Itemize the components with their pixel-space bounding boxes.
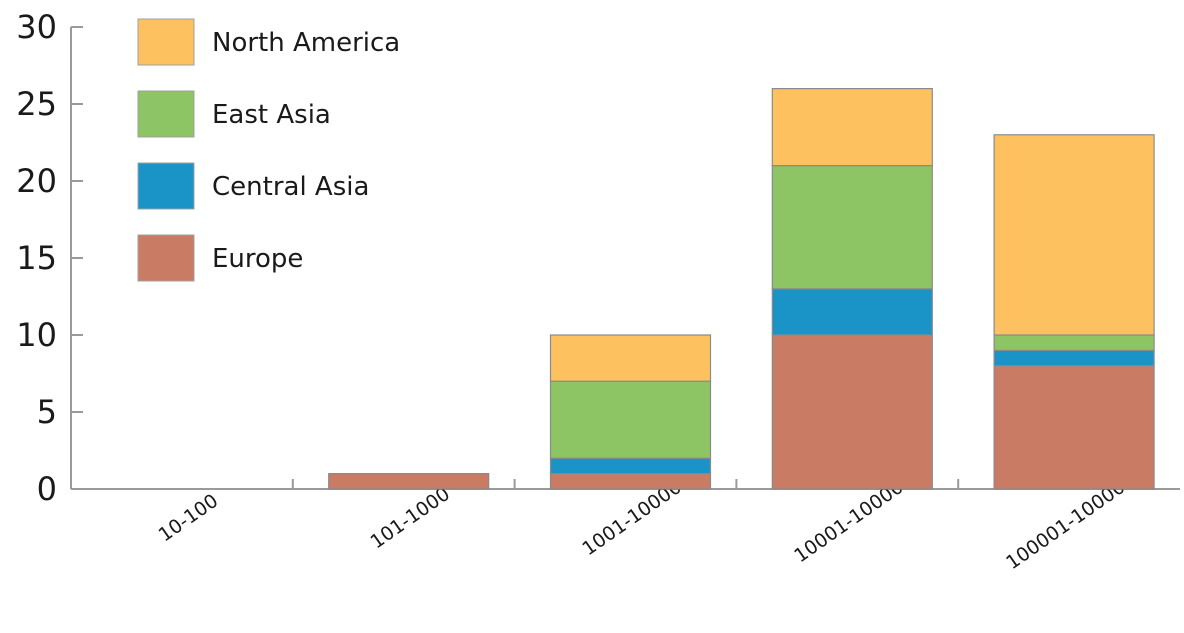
legend-label: Europe <box>212 244 303 274</box>
y-tick-label: 0 <box>37 470 57 508</box>
legend-swatch <box>137 234 195 282</box>
x-category-label: 101-1000 <box>366 483 454 553</box>
bar-segment-central-asia <box>993 349 1155 367</box>
legend-swatch <box>137 162 195 210</box>
y-axis: 0 5 10 15 20 25 30 <box>16 8 83 508</box>
bar-segment-central-asia <box>771 288 933 336</box>
bar-segment-east-asia <box>771 165 933 290</box>
legend: North America East Asia Central Asia Europe <box>137 18 400 282</box>
legend-swatch <box>137 18 195 66</box>
y-tick-label: 5 <box>37 393 57 431</box>
bar-segment-europe <box>549 473 712 490</box>
bar-segment-europe <box>771 334 933 490</box>
y-tick-label: 30 <box>16 8 57 46</box>
x-category-label: 10-100 <box>155 490 223 547</box>
y-tick-label: 15 <box>16 239 57 277</box>
bar-segment-east-asia <box>549 380 712 459</box>
legend-label: North America <box>212 28 400 58</box>
bar-segment-north-america <box>771 87 933 167</box>
bar-segment-north-america <box>549 334 712 382</box>
legend-label: Central Asia <box>212 172 369 202</box>
bar-segment-europe <box>328 473 490 490</box>
y-tick-label: 25 <box>16 85 57 123</box>
y-tick-label: 20 <box>16 162 57 200</box>
bars <box>328 87 1155 490</box>
bar-segment-central-asia <box>549 457 712 475</box>
legend-swatch <box>137 90 195 138</box>
legend-label: East Asia <box>212 100 331 130</box>
bar-segment-europe <box>993 365 1155 490</box>
bar-segment-east-asia <box>993 334 1155 351</box>
y-tick-label: 10 <box>16 316 57 354</box>
bar-segment-north-america <box>993 134 1155 336</box>
